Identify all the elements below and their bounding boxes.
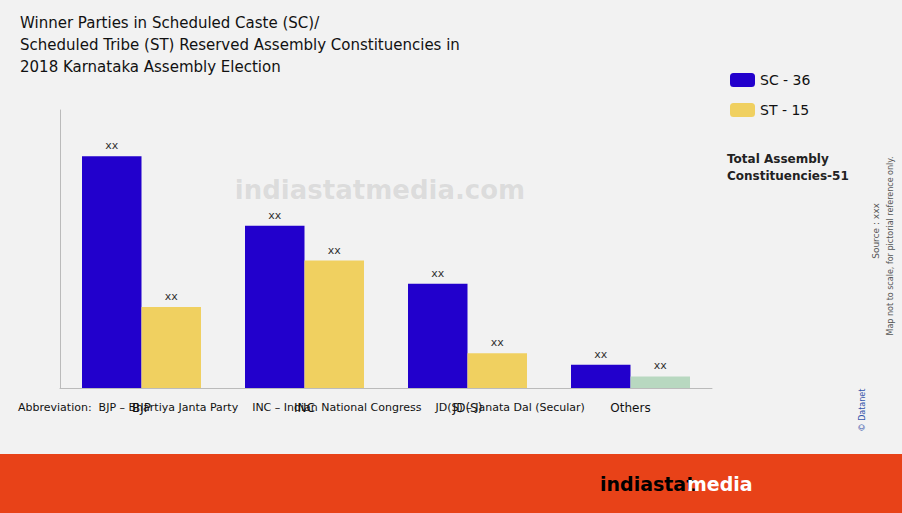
svg-text:xx: xx	[594, 348, 608, 361]
svg-text:INC: INC	[294, 401, 315, 415]
svg-text:xx: xx	[654, 359, 668, 372]
svg-text:indiastatmedia.com: indiastatmedia.com	[235, 175, 525, 205]
svg-text:JD(S): JD(S)	[452, 401, 483, 415]
svg-text:Map not to scale, for pictoria: Map not to scale, for pictorial referenc…	[886, 157, 895, 336]
svg-text:Winner Parties in Scheduled Ca: Winner Parties in Scheduled Caste (SC)/	[20, 14, 320, 32]
svg-text:xx: xx	[165, 290, 179, 303]
svg-text:© Datanet: © Datanet	[858, 389, 867, 432]
svg-text:xx: xx	[431, 267, 445, 280]
svg-text:Constituencies-51: Constituencies-51	[727, 169, 849, 183]
svg-text:Abbreviation: BJP – Bhartiya: Abbreviation: BJP – Bhartiya Janta Party…	[18, 401, 585, 414]
svg-text:Total Assembly: Total Assembly	[727, 152, 829, 166]
svg-text:Scheduled Tribe (ST) Reserved: Scheduled Tribe (ST) Reserved Assembly C…	[20, 36, 460, 54]
svg-text:xx: xx	[268, 209, 282, 222]
svg-text:Others: Others	[610, 401, 650, 415]
svg-text:BJP: BJP	[132, 401, 151, 415]
svg-text:SC - 36: SC - 36	[760, 72, 811, 88]
svg-text:ST - 15: ST - 15	[760, 102, 809, 118]
svg-text:media: media	[687, 473, 753, 495]
svg-text:xx: xx	[105, 139, 119, 152]
svg-text:xx: xx	[491, 336, 505, 349]
svg-text:indiastat: indiastat	[600, 473, 695, 495]
svg-text:xx: xx	[328, 244, 342, 257]
svg-text:Source : xxx: Source : xxx	[871, 203, 881, 259]
svg-text:2018 Karnataka Assembly Electi: 2018 Karnataka Assembly Election	[20, 58, 281, 76]
